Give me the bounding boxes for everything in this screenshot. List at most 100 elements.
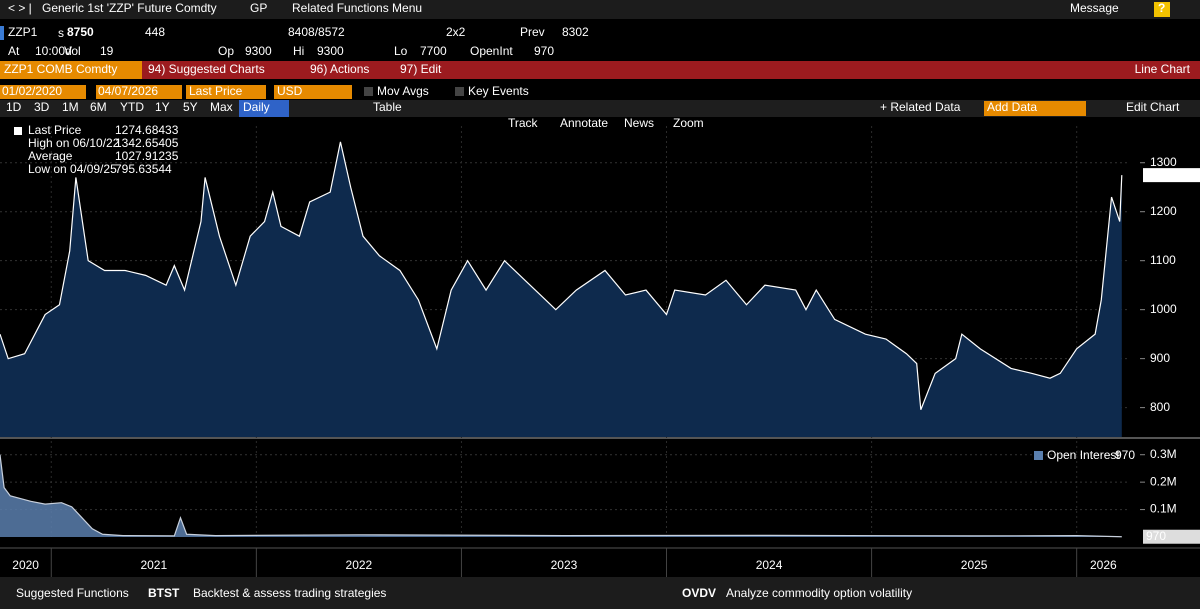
y-tick-label: 1100 bbox=[1150, 253, 1176, 267]
x-tick-label: 2024 bbox=[756, 558, 783, 572]
at-label: At bbox=[8, 44, 20, 58]
period-tab[interactable]: 5Y bbox=[183, 100, 198, 114]
period-tab[interactable]: 3D bbox=[34, 100, 50, 114]
x-tick-label: 2023 bbox=[551, 558, 578, 572]
y-tick-label: 800 bbox=[1150, 400, 1170, 414]
legend-name: Last Price bbox=[28, 123, 82, 137]
function-code[interactable]: OVDV bbox=[682, 586, 716, 600]
period-tab[interactable]: YTD bbox=[120, 100, 144, 114]
nav-item[interactable]: Related Functions Menu bbox=[292, 1, 422, 15]
chart-tool[interactable]: Zoom bbox=[673, 116, 704, 130]
nav-arrows[interactable]: < > | bbox=[8, 1, 32, 15]
y-tick-label: 0.3M bbox=[1150, 447, 1177, 461]
start-box[interactable] bbox=[0, 85, 86, 99]
menu[interactable]: 94) Suggested Charts bbox=[148, 62, 265, 76]
period-tab[interactable]: 6M bbox=[90, 100, 107, 114]
chart-tool[interactable]: Track bbox=[508, 116, 539, 130]
field[interactable]: Last Price bbox=[189, 84, 243, 98]
bid-ask: 8408/8572 bbox=[288, 25, 345, 39]
price: 8750 bbox=[67, 25, 94, 39]
y-tick-label: 1200 bbox=[1150, 204, 1177, 218]
last-value-tag bbox=[1143, 168, 1200, 183]
last-value: 1274.68433 bbox=[1146, 167, 1200, 181]
ticker: ZZP1 bbox=[8, 25, 38, 39]
op-label: Op bbox=[218, 44, 234, 58]
frequency[interactable]: Daily bbox=[243, 100, 270, 114]
nav-item[interactable]: GP bbox=[250, 1, 267, 15]
message[interactable]: Message bbox=[1070, 1, 1119, 15]
tab-bar bbox=[0, 100, 1200, 117]
period-tab[interactable]: 1Y bbox=[155, 100, 170, 114]
help-box[interactable] bbox=[1154, 2, 1170, 17]
legend-value: 1274.68433 bbox=[115, 123, 179, 137]
last-value: 970 bbox=[1146, 529, 1166, 543]
nav-item[interactable]: Generic 1st 'ZZP' Future Comdty bbox=[42, 1, 217, 15]
stat-value: 795.63544 bbox=[115, 162, 172, 176]
function-text[interactable]: Analyze commodity option volatility bbox=[726, 586, 912, 600]
start-date[interactable]: 01/02/2020 bbox=[2, 84, 62, 98]
x-tick-label: 2021 bbox=[140, 558, 167, 572]
footer-bar bbox=[0, 577, 1200, 609]
end-box[interactable] bbox=[96, 85, 182, 99]
help[interactable]: ? bbox=[1158, 1, 1165, 15]
price-prefix: s bbox=[58, 26, 64, 40]
period-tab[interactable]: Max bbox=[210, 100, 233, 114]
footer-title: Suggested Functions bbox=[16, 586, 129, 600]
menu[interactable]: 97) Edit bbox=[400, 62, 442, 76]
related-data[interactable]: + Related Data bbox=[880, 100, 961, 114]
ticker-mark bbox=[0, 26, 4, 40]
lo-label: Lo bbox=[394, 44, 408, 58]
field-box[interactable] bbox=[186, 85, 266, 99]
frequency-box[interactable] bbox=[239, 100, 289, 117]
stat-value: 1027.91235 bbox=[115, 149, 179, 163]
chart-tool[interactable]: Annotate bbox=[560, 116, 608, 130]
end-date[interactable]: 04/07/2026 bbox=[98, 84, 158, 98]
area-fill bbox=[0, 141, 1122, 438]
last-value-tag bbox=[1143, 529, 1200, 544]
size: 2x2 bbox=[446, 25, 466, 39]
x-tick-label: 2025 bbox=[961, 558, 988, 572]
option[interactable]: Key Events bbox=[468, 84, 529, 98]
menu[interactable]: 96) Actions bbox=[310, 62, 369, 76]
x-tick-label: 2020 bbox=[12, 558, 39, 572]
legend-swatch bbox=[14, 127, 22, 135]
legend-name: Open Interest bbox=[1047, 448, 1120, 462]
oi-label: OpenInt bbox=[470, 44, 513, 58]
prev-label: Prev bbox=[520, 25, 545, 39]
x-tick-label: 2022 bbox=[346, 558, 373, 572]
y-tick-label: 0.1M bbox=[1150, 502, 1177, 516]
currency-box[interactable] bbox=[274, 85, 352, 99]
function-code[interactable]: BTST bbox=[148, 586, 180, 600]
table-tab[interactable]: Table bbox=[373, 100, 402, 114]
nav-bar bbox=[0, 0, 1200, 19]
chart-type: Line Chart bbox=[1135, 62, 1191, 76]
lo-value: 7700 bbox=[420, 44, 447, 58]
legend-swatch bbox=[1034, 451, 1043, 460]
toolbar-bar bbox=[0, 61, 1200, 79]
line bbox=[0, 454, 1122, 538]
checkbox[interactable] bbox=[364, 87, 373, 96]
stat-label: High on 06/10/22 bbox=[28, 136, 120, 150]
hi-value: 9300 bbox=[317, 44, 344, 58]
period-tab[interactable]: 1D bbox=[6, 100, 22, 114]
prev: 8302 bbox=[562, 25, 589, 39]
period-tab[interactable]: 1M bbox=[62, 100, 79, 114]
y-tick-label: 1000 bbox=[1150, 302, 1177, 316]
op-value: 9300 bbox=[245, 44, 272, 58]
add-box[interactable] bbox=[984, 101, 1086, 116]
checkbox[interactable] bbox=[455, 87, 464, 96]
vol-label: Vol bbox=[64, 44, 81, 58]
currency[interactable]: USD bbox=[277, 84, 303, 98]
add-data[interactable]: Add Data bbox=[987, 100, 1037, 114]
at-value: 10:00d bbox=[35, 44, 72, 58]
security: ZZP1 COMB Comdty bbox=[4, 62, 117, 76]
option[interactable]: Mov Avgs bbox=[377, 84, 429, 98]
line bbox=[0, 141, 1123, 410]
function-text[interactable]: Backtest & assess trading strategies bbox=[193, 586, 386, 600]
edit-chart[interactable]: Edit Chart bbox=[1126, 100, 1180, 114]
y-tick-label: 1300 bbox=[1150, 155, 1177, 169]
chart-tool[interactable]: News bbox=[624, 116, 654, 130]
y-tick-label: 900 bbox=[1150, 351, 1170, 365]
